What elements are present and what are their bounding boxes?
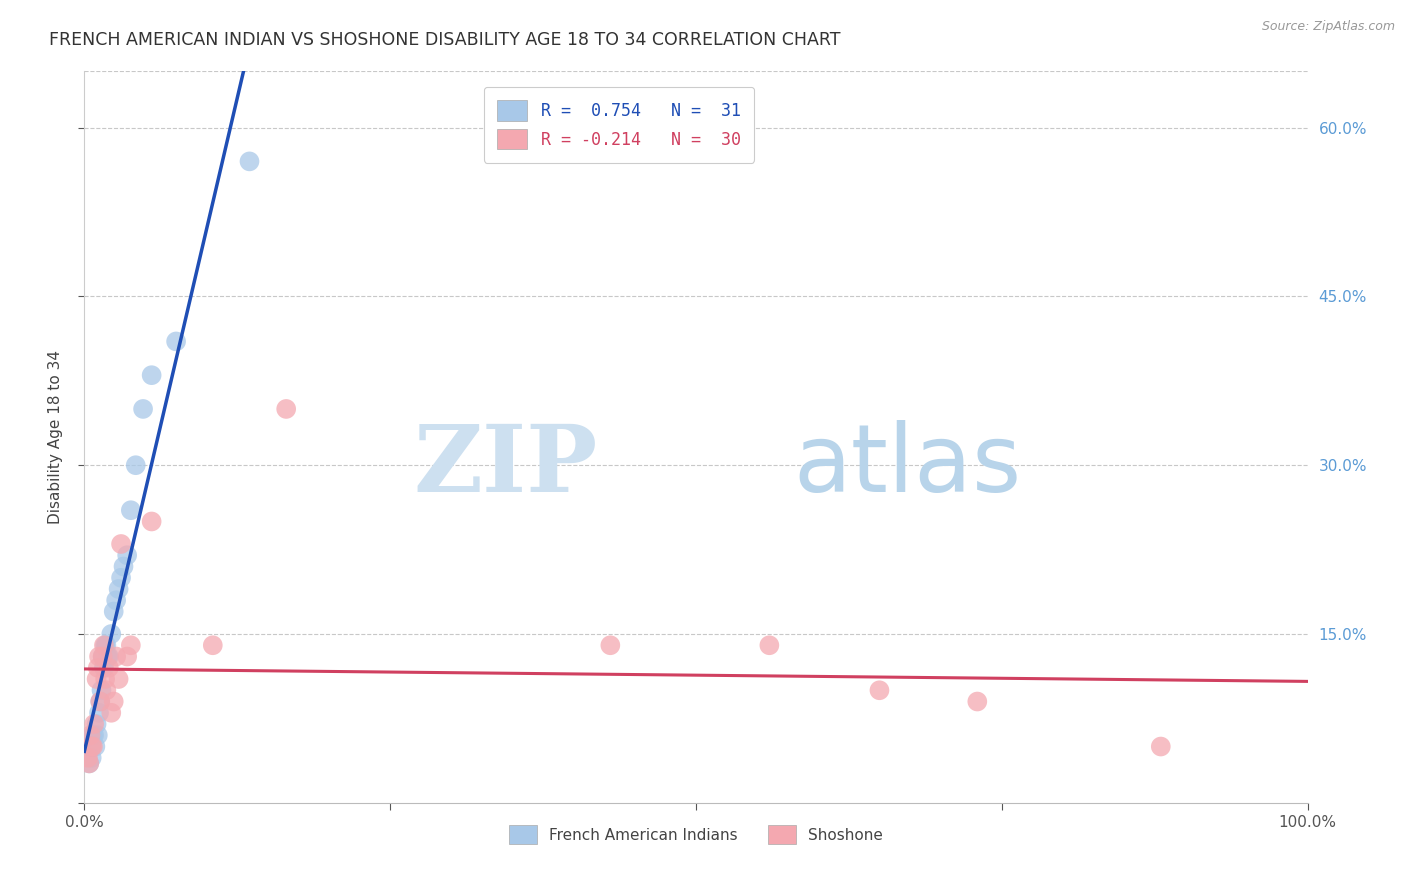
Point [87, 706, 110, 720]
Point [93, 638, 115, 652]
Text: FRENCH AMERICAN INDIAN VS SHOSHONE DISABILITY AGE 18 TO 34 CORRELATION CHART: FRENCH AMERICAN INDIAN VS SHOSHONE DISAB… [49, 31, 841, 49]
Point [90, 683, 112, 698]
Point [165, 334, 187, 349]
Point [599, 638, 621, 652]
Point [100, 706, 122, 720]
Point [87, 728, 110, 742]
Point [115, 649, 138, 664]
Point [86, 672, 108, 686]
Point [94, 672, 117, 686]
Point [120, 503, 142, 517]
Point [141, 368, 163, 383]
Point [89, 694, 111, 708]
Point [91, 649, 114, 664]
Text: Source: ZipAtlas.com: Source: ZipAtlas.com [1261, 20, 1395, 33]
Point [79, 728, 101, 742]
Point [758, 638, 780, 652]
Point [86, 717, 108, 731]
Point [966, 694, 988, 708]
Point [93, 661, 115, 675]
Point [276, 401, 298, 416]
Legend: French American Indians, Shoshone: French American Indians, Shoshone [503, 819, 889, 850]
Point [94, 638, 117, 652]
Point [141, 515, 163, 529]
Text: atlas: atlas [794, 420, 1022, 512]
Point [97, 649, 120, 664]
Point [110, 537, 132, 551]
Point [105, 649, 128, 664]
Point [79, 739, 101, 754]
Point [105, 593, 128, 607]
Point [110, 571, 132, 585]
Point [91, 649, 114, 664]
Point [84, 739, 107, 754]
Point [103, 605, 125, 619]
Point [77, 756, 100, 771]
Point [96, 638, 118, 652]
Point [80, 739, 103, 754]
Point [103, 694, 125, 708]
Point [100, 627, 122, 641]
Point [87, 661, 110, 675]
Point [77, 751, 100, 765]
Point [87, 649, 110, 664]
Point [80, 751, 103, 765]
Point [83, 728, 105, 742]
Point [115, 548, 138, 562]
Point [97, 661, 120, 675]
Y-axis label: Disability Age 18 to 34: Disability Age 18 to 34 [48, 350, 63, 524]
Text: ZIP: ZIP [413, 421, 598, 511]
Point [89, 694, 111, 708]
Point [132, 401, 155, 416]
Point [77, 756, 100, 771]
Point [112, 559, 135, 574]
Point [107, 582, 129, 596]
Point [107, 672, 129, 686]
Point [120, 638, 142, 652]
Point [201, 638, 224, 652]
Point [96, 683, 118, 698]
Point [238, 154, 260, 169]
Point [82, 739, 104, 754]
Point [82, 728, 104, 742]
Point [97, 649, 120, 664]
Point [1150, 739, 1173, 754]
Point [869, 683, 891, 698]
Point [77, 745, 100, 759]
Point [83, 717, 105, 731]
Point [125, 458, 148, 473]
